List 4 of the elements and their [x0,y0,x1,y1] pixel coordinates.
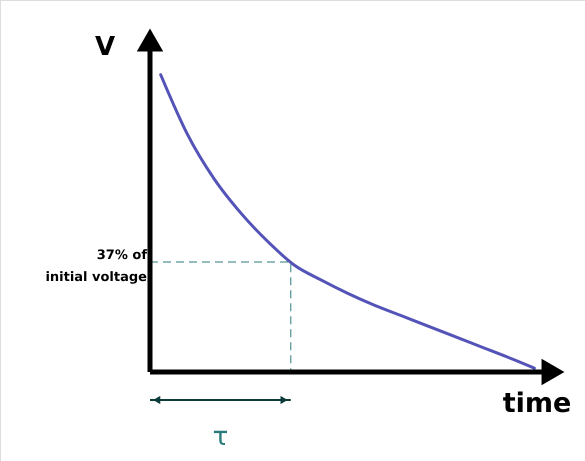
ref-line-label: 37% of initial voltage [45,248,148,286]
y-axis-title: V [94,32,116,62]
x-axis-title: time [502,388,572,419]
text: τ [212,422,228,452]
